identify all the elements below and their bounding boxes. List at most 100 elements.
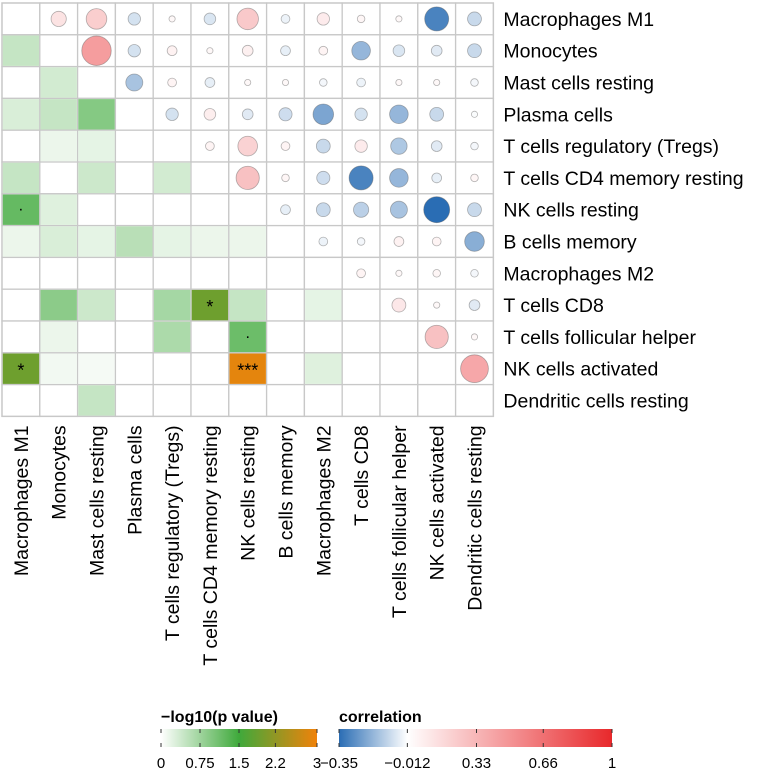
pvalue-tile — [2, 194, 40, 225]
correlation-circle — [280, 141, 291, 151]
grid-cell — [265, 383, 306, 418]
correlation-circle — [431, 172, 443, 184]
grid-cell — [303, 383, 343, 418]
pvalue-tile — [2, 35, 40, 66]
pvalue-tile — [78, 226, 115, 257]
pvalue-tile — [40, 99, 77, 130]
correlation-circle — [318, 236, 329, 247]
correlation-circle — [205, 141, 215, 151]
correlation-circle — [433, 78, 441, 87]
row-label: T cells regulatory (Tregs) — [503, 136, 719, 158]
grid-cell — [39, 161, 79, 195]
row-label: Dendritic cells resting — [503, 391, 688, 413]
column-label: T cells CD8 — [351, 425, 373, 525]
grid-cell — [417, 352, 457, 386]
correlation-circle — [470, 141, 479, 151]
significance-label: . — [245, 325, 249, 342]
correlation-circle — [464, 231, 485, 252]
correlation-circle — [319, 78, 328, 87]
pvalue-tile — [78, 162, 115, 194]
grid-cell — [114, 288, 154, 322]
grid-cell — [303, 34, 343, 68]
legend-tick-label: −0.35 — [320, 755, 358, 772]
grid-cell — [1, 129, 41, 163]
grid-cell — [190, 193, 230, 227]
grid-cell — [39, 383, 79, 418]
correlation-circle — [429, 106, 445, 122]
legend-tick-label: 0.66 — [529, 755, 558, 772]
legend-tick-label: −0.012 — [384, 755, 430, 772]
correlation-circle — [431, 236, 442, 247]
grid-cell — [303, 320, 343, 354]
pvalue-tile — [40, 130, 77, 162]
correlation-circle — [312, 103, 335, 126]
grid-cell — [303, 256, 343, 290]
pvalue-tile — [229, 289, 266, 321]
correlation-circle — [125, 73, 144, 92]
grid-cell — [114, 97, 154, 131]
correlation-circle — [165, 107, 179, 121]
correlation-circle — [470, 269, 479, 278]
correlation-circle — [390, 137, 408, 155]
grid-cell — [1, 256, 41, 290]
legend-colorbar — [161, 729, 317, 747]
grid-cell — [190, 256, 230, 290]
correlation-circle — [470, 333, 479, 341]
correlation-circle — [236, 7, 259, 31]
correlation-circle — [391, 297, 407, 313]
column-label: Mast cells resting — [87, 425, 109, 576]
grid-cell — [379, 383, 419, 418]
correlation-circle — [470, 110, 479, 118]
correlation-circle — [206, 47, 214, 55]
grid-cell — [1, 2, 41, 36]
grid-cell — [454, 383, 495, 418]
pvalue-tile — [40, 194, 77, 225]
correlation-circle — [244, 78, 252, 87]
pvalue-tile — [153, 289, 191, 321]
correlation-circle — [237, 135, 258, 157]
row-label: Monocytes — [503, 41, 598, 63]
correlation-circle — [356, 268, 366, 279]
grid-cell — [190, 320, 230, 354]
grid-cell — [1, 320, 41, 354]
column-label: Plasma cells — [124, 425, 146, 535]
pvalue-tile — [2, 353, 40, 384]
row-label: NK cells activated — [503, 359, 658, 381]
row-label: T cells CD4 memory resting — [503, 168, 743, 190]
pvalue-tile — [229, 226, 266, 257]
pvalue-tile — [116, 226, 153, 257]
grid-cell — [114, 129, 154, 163]
grid-cell — [1, 288, 41, 322]
pvalue-tile — [2, 162, 40, 194]
correlation-circle — [241, 108, 254, 121]
pvalue-tile — [153, 226, 191, 257]
grid-cell — [265, 320, 306, 354]
column-label: Dendritic cells resting — [465, 425, 487, 610]
pvalue-tile — [78, 353, 115, 384]
row-label: Macrophages M1 — [503, 9, 654, 31]
legend-title: correlation — [339, 709, 422, 726]
correlation-circle — [356, 237, 366, 246]
correlation-circle — [470, 173, 479, 183]
significance-label: * — [17, 361, 24, 381]
grid-cell — [265, 352, 306, 386]
correlation-circle — [127, 12, 141, 26]
grid-cell — [114, 193, 154, 227]
row-label: Plasma cells — [503, 104, 613, 126]
grid-cell — [190, 161, 230, 195]
pvalue-tile — [229, 321, 266, 353]
legend-colorbar — [339, 729, 612, 747]
correlation-circle — [395, 269, 403, 277]
grid-cell — [265, 2, 306, 36]
significance-label: * — [206, 297, 213, 317]
grid-cell — [265, 256, 306, 290]
correlation-circle — [395, 78, 403, 87]
correlation-circle — [460, 354, 489, 383]
correlation-circle — [204, 77, 216, 88]
pvalue-tile — [2, 226, 40, 257]
correlation-circle — [395, 15, 403, 23]
correlation-circle — [281, 173, 290, 183]
correlation-circle — [316, 12, 330, 26]
correlation-circle — [50, 10, 67, 27]
correlation-circle — [470, 78, 479, 87]
